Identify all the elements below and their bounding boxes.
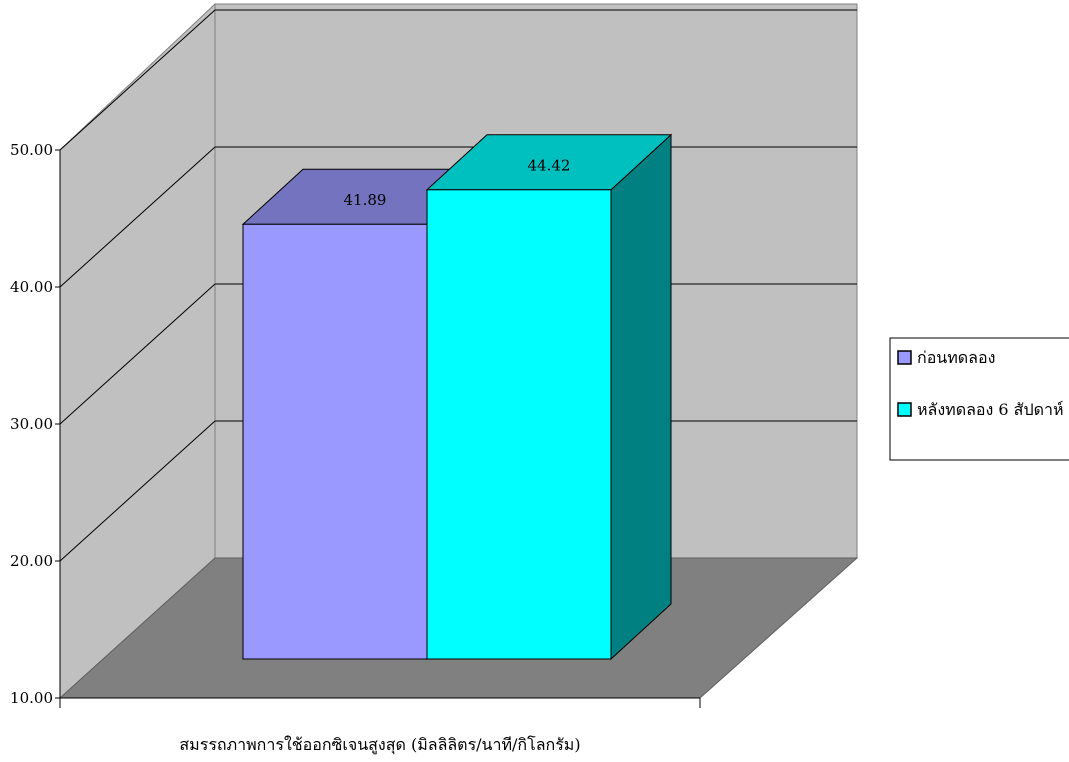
y-tick-label: 10.00 xyxy=(10,689,53,707)
data-labels: 41.89 44.42 xyxy=(344,156,571,208)
gridline-side xyxy=(59,9,216,151)
y-tick-label: 40.00 xyxy=(10,278,53,296)
x-axis-label: สมรรถภาพการใช้ออกซิเจนสูงสุด (มิลลิลิตร/… xyxy=(179,735,580,755)
bar-front-face xyxy=(242,223,428,660)
legend-swatch xyxy=(897,402,912,417)
gridline-side xyxy=(59,283,216,425)
bar-after xyxy=(425,133,673,661)
data-label: 44.42 xyxy=(528,156,571,174)
bars xyxy=(241,133,673,661)
data-label: 41.89 xyxy=(344,191,387,209)
gridline-side xyxy=(59,146,216,288)
category-axis: สมรรถภาพการใช้ออกซิเจนสูงสุด (มิลลิลิตร/… xyxy=(179,735,580,755)
gridline-side xyxy=(59,420,216,562)
legend-swatch xyxy=(897,350,912,365)
legend-label: ก่อนทดลอง xyxy=(917,348,995,367)
y-tick-label: 30.00 xyxy=(10,415,53,433)
legend-label: หลังทดลอง 6 สัปดาห์ xyxy=(917,400,1064,419)
legend-box xyxy=(889,337,1069,461)
y-tick-label: 20.00 xyxy=(10,552,53,570)
bar-side-face xyxy=(610,133,672,661)
bar-front-face xyxy=(426,189,612,660)
value-axis: 10.00 20.00 30.00 40.00 50.00 xyxy=(10,141,701,708)
y-tick-label: 50.00 xyxy=(10,141,53,159)
